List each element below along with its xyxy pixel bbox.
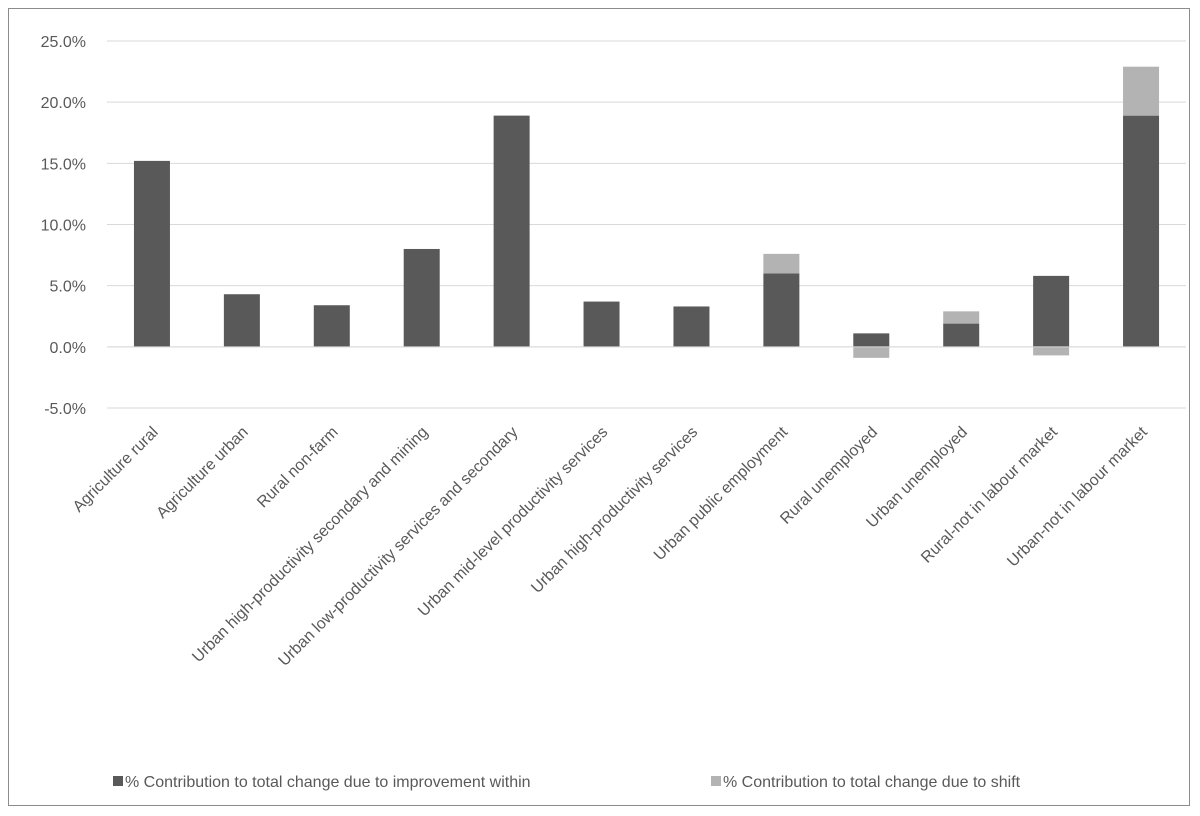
category-label: Agriculture rural [70,424,162,516]
bar-shift [1033,346,1070,356]
bar-shift [763,253,800,274]
chart-frame [8,8,1190,806]
category-label: Urban mid-level productivity services [415,424,611,620]
category-label: Agriculture urban [154,424,252,522]
y-tick-label: 20.0% [41,95,86,112]
bar-shift [853,346,890,358]
legend-swatch [113,776,123,786]
legend-label: % Contribution to total change due to sh… [723,774,1021,791]
y-tick-label: 25.0% [41,34,86,51]
category-label: Rural unemployed [777,424,881,528]
legend: % Contribution to total change due to im… [113,774,1021,791]
bar-improvement-within [313,305,350,347]
y-tick-label: 10.0% [41,218,86,235]
bar-improvement-within [943,323,980,347]
gridlines [107,40,1186,409]
bar-improvement-within [673,306,710,347]
y-tick-label: -5.0% [44,401,86,418]
bar-improvement-within [1123,115,1160,347]
bar-improvement-within [763,273,800,347]
bars [133,66,1160,358]
bar-improvement-within [133,160,170,347]
bar-improvement-within [853,333,890,347]
category-label: Urban unemployed [863,424,971,532]
bar-shift [1123,66,1160,116]
legend-swatch [711,776,721,786]
bar-improvement-within [1033,275,1070,347]
y-axis-ticks: -5.0% 0.0% 5.0% 10.0% 15.0% 20.0% 25.0% [41,34,86,418]
category-label: Rural non-farm [254,424,341,511]
bar-improvement-within [583,301,620,347]
y-tick-label: 15.0% [41,156,86,173]
bar-improvement-within [223,294,260,347]
y-tick-label: 5.0% [50,279,86,296]
bar-shift [943,311,980,324]
category-label: Urban high-productivity services [528,424,701,597]
bar-improvement-within [493,115,530,347]
legend-label: % Contribution to total change due to im… [125,774,531,791]
y-tick-label: 0.0% [50,340,86,357]
bar-improvement-within [403,248,440,347]
